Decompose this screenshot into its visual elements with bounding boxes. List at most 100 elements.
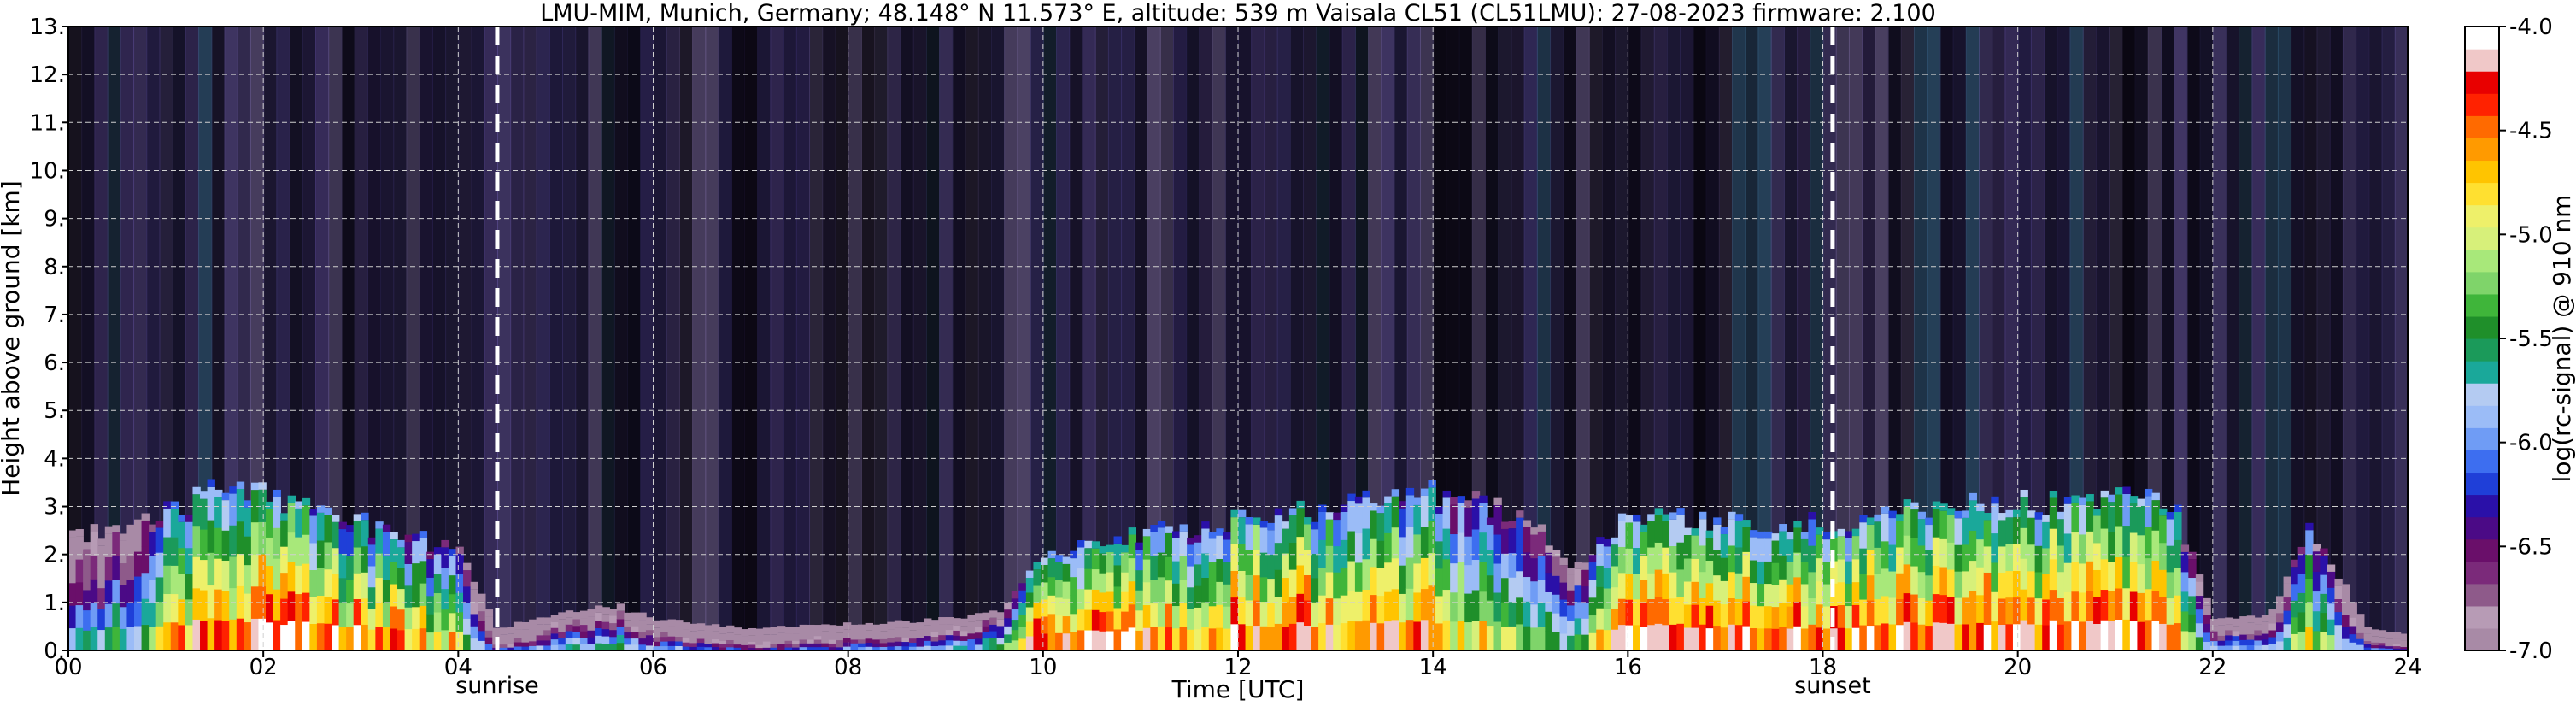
signal-cell [2268,644,2277,651]
signal-cell [1018,590,1027,603]
signal-cell [1157,626,1166,651]
signal-cell [1603,567,1612,589]
signal-cell [1376,622,1385,651]
signal-edge [1442,490,1451,498]
signal-cell [1362,497,1370,529]
signal-cell [1216,558,1224,582]
signal-cell [1099,553,1107,574]
signal-cell [346,603,355,627]
y-tick-label: 7. [44,303,65,328]
signal-cell [1091,548,1100,570]
signal-cell [1128,580,1137,605]
signal-cell [638,638,647,645]
signal-cell [1969,560,1977,591]
signal-cell [938,634,947,641]
signal-cell [324,596,332,624]
signal-cell [865,634,873,639]
signal-cell [1917,544,1927,573]
signal-cell [2268,630,2277,638]
signal-cell [1757,538,1765,562]
signal-cell [1845,627,1853,651]
noise-strip [146,26,161,650]
signal-cell [1625,625,1634,651]
signal-cell [828,643,837,648]
signal-cell [1040,615,1049,634]
signal-edge [1713,517,1722,525]
noise-strip [1069,26,1083,650]
signal-cell [653,627,661,633]
noise-strip [1718,26,1734,650]
signal-cell [579,624,589,632]
signal-cell [2334,611,2343,626]
signal-cell [1274,596,1283,624]
signal-cell [1165,556,1173,581]
signal-edge [908,622,918,631]
signal-cell [1917,597,1927,625]
signal-cell [792,640,801,644]
signal-cell [448,556,457,576]
signal-cell [660,645,669,651]
signal-cell [104,603,114,628]
signal-cell [762,634,772,638]
signal-edge [484,609,494,617]
signal-cell [609,615,618,624]
signal-cell [1749,605,1758,629]
noise-strip [1875,26,1889,650]
signal-cell [1391,619,1400,651]
signal-cell [1282,528,1290,554]
signal-cell [1370,538,1378,568]
signal-cell [185,547,194,574]
signal-cell [631,644,640,651]
signal-cell [1896,624,1904,651]
noise-strip [1848,26,1863,650]
signal-cell [1866,600,1875,627]
signal-cell [1625,522,1634,549]
signal-cell [1881,540,1890,569]
signal-cell [2115,588,2124,621]
noise-strip [835,26,849,650]
signal-cell [1040,598,1049,617]
signal-cell [2217,645,2226,651]
signal-cell [2327,619,2336,636]
signal-cell [711,631,720,636]
signal-edge [382,524,391,532]
signal-cell [601,628,610,637]
signal-edge [1150,525,1159,532]
signal-cell [2020,527,2028,559]
signal-cell [2057,545,2065,573]
signal-cell [1603,546,1612,568]
signal-cell [807,643,815,648]
signal-cell [236,488,245,522]
signal-edge [2159,508,2168,516]
x-tick-label: 08 [834,655,862,680]
signal-cell [433,574,443,594]
noise-strip [627,26,642,650]
signal-cell [2246,639,2256,646]
signal-edge [1946,508,1956,515]
y-tick-label: 4. [44,446,65,472]
signal-cell [536,644,544,651]
signal-cell [2086,501,2094,532]
signal-cell [2254,624,2262,631]
signal-edge [426,551,435,560]
signal-edge [660,620,669,627]
signal-edge [1837,528,1845,537]
signal-edge [777,626,786,633]
signal-cell [879,638,889,644]
signal-cell [2341,627,2350,639]
signal-cell [930,627,939,632]
colorbar-band [2465,538,2499,562]
signal-cell [1194,542,1203,565]
signal-cell [470,638,478,651]
signal-cell [565,630,574,638]
signal-cell [2291,600,2299,618]
noise-strip [2251,26,2266,650]
signal-cell [1157,552,1166,578]
signal-cell [2349,625,2357,635]
signal-cell [1493,534,1502,564]
signal-cell [1245,524,1253,550]
signal-cell [2209,631,2219,637]
signal-cell [1099,631,1107,651]
signal-cell [529,631,537,637]
signal-edge [1354,496,1364,504]
